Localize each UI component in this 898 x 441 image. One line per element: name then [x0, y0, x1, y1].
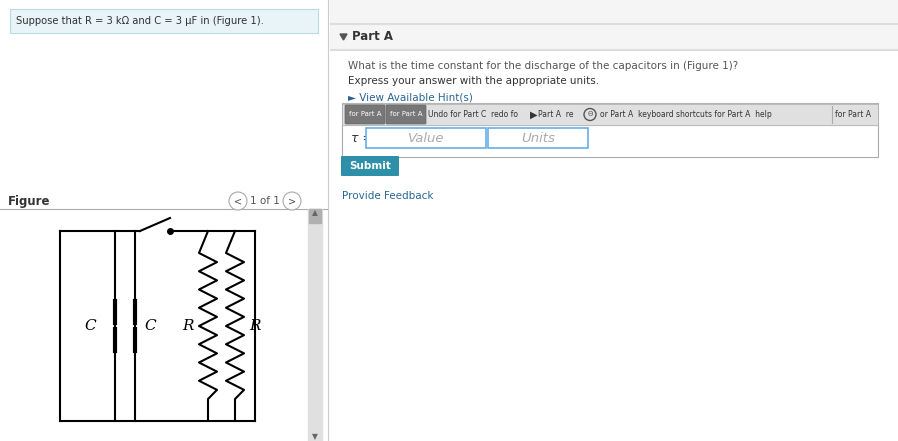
Bar [330, 0, 898, 23]
Bar [343, 104, 877, 125]
Text: for Part A: for Part A [348, 112, 382, 117]
Text: 1 of 1: 1 of 1 [250, 196, 280, 206]
Text: >: > [288, 196, 296, 206]
Polygon shape [340, 34, 347, 40]
Text: Express your answer with the appropriate units.: Express your answer with the appropriate… [348, 76, 599, 86]
Text: Suppose that R = 3 kΩ and C = 3 μF in (Figure 1).: Suppose that R = 3 kΩ and C = 3 μF in (F… [16, 16, 264, 26]
Bar [330, 0, 898, 441]
Text: C: C [84, 319, 96, 333]
Circle shape [283, 192, 301, 210]
Text: Figure: Figure [8, 194, 50, 208]
Text: ▶: ▶ [530, 109, 538, 120]
Text: Provide Feedback: Provide Feedback [342, 191, 434, 201]
Bar [330, 23, 898, 49]
Text: R: R [250, 319, 260, 333]
FancyBboxPatch shape [345, 105, 385, 124]
Text: Submit: Submit [349, 161, 391, 171]
FancyBboxPatch shape [366, 128, 486, 148]
Text: Part A  re: Part A re [538, 110, 574, 119]
FancyBboxPatch shape [341, 156, 399, 176]
FancyBboxPatch shape [488, 128, 588, 148]
Text: Value: Value [408, 131, 445, 145]
Text: C: C [145, 319, 156, 333]
FancyBboxPatch shape [342, 103, 878, 157]
Bar [0, 0, 330, 441]
Text: or Part A  keyboard shortcuts for Part A  help: or Part A keyboard shortcuts for Part A … [600, 110, 771, 119]
Text: ► View Available Hint(s): ► View Available Hint(s) [348, 92, 473, 102]
Text: Θ: Θ [587, 112, 593, 117]
Text: τ =: τ = [351, 131, 373, 145]
Text: ▼: ▼ [313, 433, 318, 441]
Bar [308, 209, 322, 441]
FancyBboxPatch shape [386, 105, 426, 124]
Text: Part A: Part A [352, 30, 393, 44]
Text: Units: Units [521, 131, 555, 145]
FancyBboxPatch shape [10, 9, 318, 33]
Text: What is the time constant for the discharge of the capacitors in (Figure 1)?: What is the time constant for the discha… [348, 61, 738, 71]
Text: <: < [234, 196, 242, 206]
Bar [309, 209, 321, 223]
Text: ▲: ▲ [313, 209, 318, 217]
Circle shape [229, 192, 247, 210]
Text: R: R [182, 319, 194, 333]
Text: for Part A: for Part A [390, 112, 422, 117]
Text: Undo for Part C  redo fo: Undo for Part C redo fo [428, 110, 518, 119]
Text: for Part A: for Part A [835, 110, 871, 119]
